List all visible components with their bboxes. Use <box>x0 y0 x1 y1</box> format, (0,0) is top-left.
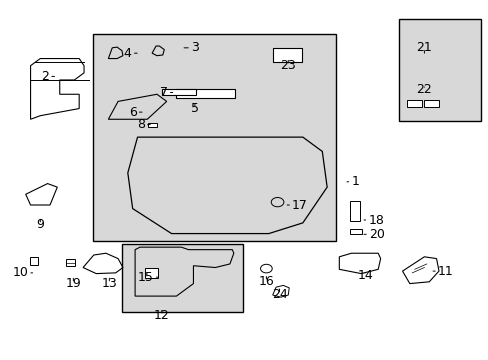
Text: 21: 21 <box>416 41 431 54</box>
FancyBboxPatch shape <box>176 89 234 98</box>
FancyBboxPatch shape <box>350 202 360 221</box>
FancyBboxPatch shape <box>144 268 158 278</box>
Text: 11: 11 <box>437 265 453 278</box>
FancyBboxPatch shape <box>424 100 438 107</box>
FancyBboxPatch shape <box>272 48 301 62</box>
Text: 14: 14 <box>356 269 372 282</box>
Text: 15: 15 <box>138 271 153 284</box>
Text: 22: 22 <box>416 84 431 96</box>
Text: 5: 5 <box>190 102 199 115</box>
FancyBboxPatch shape <box>407 100 421 107</box>
Text: 13: 13 <box>101 277 117 290</box>
Text: 20: 20 <box>368 228 384 241</box>
FancyBboxPatch shape <box>162 89 196 95</box>
Text: 16: 16 <box>258 275 274 288</box>
FancyBboxPatch shape <box>93 33 335 241</box>
Text: 3: 3 <box>191 41 199 54</box>
FancyBboxPatch shape <box>398 19 480 121</box>
Text: 7: 7 <box>160 86 167 99</box>
FancyBboxPatch shape <box>148 123 157 127</box>
Text: 18: 18 <box>368 213 384 226</box>
Text: 12: 12 <box>154 309 169 322</box>
Text: 1: 1 <box>351 175 359 188</box>
Text: 8: 8 <box>137 118 144 131</box>
Text: 23: 23 <box>280 59 296 72</box>
Text: 19: 19 <box>65 277 81 290</box>
FancyBboxPatch shape <box>66 258 75 266</box>
Text: 6: 6 <box>128 105 136 119</box>
Text: 9: 9 <box>36 218 44 231</box>
Text: 2: 2 <box>41 70 49 83</box>
Text: 4: 4 <box>123 47 131 60</box>
FancyBboxPatch shape <box>30 257 38 265</box>
Text: 17: 17 <box>291 198 307 212</box>
FancyBboxPatch shape <box>350 229 362 234</box>
Text: 24: 24 <box>271 288 287 301</box>
Text: 10: 10 <box>12 266 28 279</box>
FancyBboxPatch shape <box>122 244 242 312</box>
